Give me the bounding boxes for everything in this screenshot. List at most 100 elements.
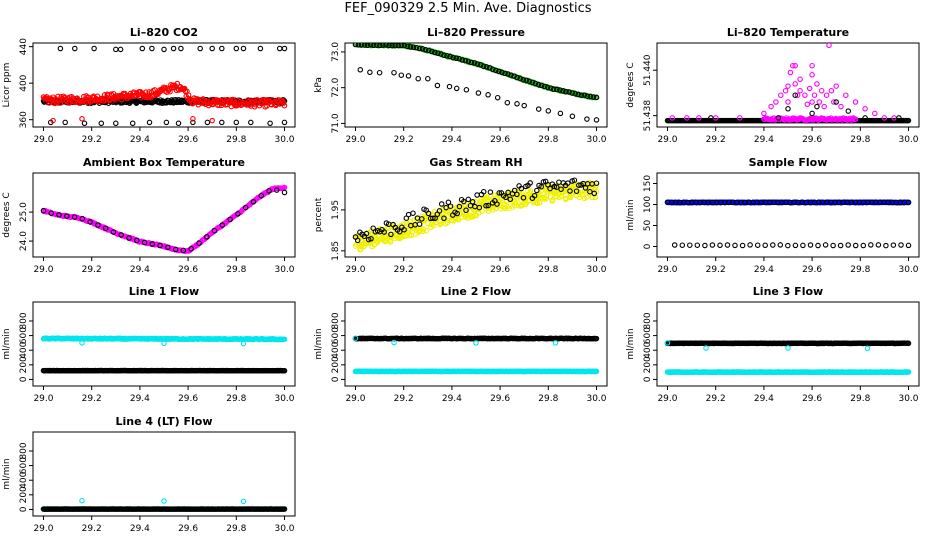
series-magenta: [40, 184, 288, 254]
data-point: [450, 55, 456, 61]
data-point: [679, 242, 686, 248]
x-axis: 29.0 29.2 29.4 29.6 29.8 30.0: [657, 257, 919, 275]
data-point: [422, 47, 429, 53]
x-tick-label: 29.6: [178, 394, 198, 404]
data-point: [485, 194, 491, 201]
data-point: [560, 88, 566, 94]
data-point: [785, 83, 791, 89]
data-point: [543, 195, 549, 202]
data-points: [352, 335, 600, 375]
data-point: [227, 216, 233, 223]
x-tick-label: 29.2: [82, 524, 102, 534]
data-point: [480, 188, 487, 195]
data-point: [190, 116, 196, 122]
data-point: [468, 59, 475, 66]
plot-frame: [656, 301, 920, 387]
x-tick-label: 29.2: [706, 265, 726, 275]
data-points: [40, 335, 288, 374]
data-point: [905, 369, 912, 375]
x-tick-label: 29.2: [82, 265, 102, 275]
data-points: [352, 43, 600, 123]
data-point: [240, 45, 247, 52]
series-black-low: [357, 67, 600, 123]
data-point: [72, 45, 78, 52]
x-tick-label: 29.2: [394, 135, 414, 145]
plot-frame: [32, 431, 296, 517]
plot-frame: [344, 42, 608, 128]
x-tick-label: 29.8: [226, 265, 246, 275]
data-point: [571, 177, 578, 183]
data-point: [219, 45, 225, 52]
series-black: [40, 187, 288, 254]
data-point: [558, 186, 564, 192]
data-point: [792, 62, 798, 69]
data-point: [584, 116, 590, 122]
data-point: [445, 199, 452, 206]
data-point: [79, 116, 85, 122]
data-point: [57, 45, 64, 52]
x-tick-label: 30.0: [274, 394, 294, 404]
data-point: [380, 43, 386, 48]
data-point: [499, 69, 505, 76]
plot-frame: [344, 301, 608, 387]
data-point: [209, 117, 215, 124]
data-point: [398, 43, 404, 48]
y-axis-label: kPa: [314, 77, 324, 93]
y-axis-label: ml/min: [2, 328, 12, 359]
data-point: [473, 340, 479, 346]
data-point: [113, 120, 119, 127]
data-point: [593, 117, 600, 123]
data-point: [477, 62, 484, 68]
data-point: [514, 191, 520, 198]
y-tick-label: 400: [19, 471, 29, 488]
data-point: [391, 69, 397, 76]
data-point: [281, 102, 288, 109]
data-point: [281, 506, 288, 512]
y-axis-label: degrees C: [2, 192, 12, 237]
series-cyan-high: [40, 335, 288, 343]
panel-title: Li–820 Pressure: [427, 26, 525, 39]
data-point: [494, 201, 500, 207]
data-point: [527, 180, 533, 186]
data-point: [534, 187, 540, 194]
data-point: [447, 203, 454, 209]
data-point: [822, 242, 829, 248]
data-point: [671, 242, 678, 248]
data-point: [204, 119, 211, 126]
data-point: [364, 43, 371, 49]
data-point: [487, 189, 494, 195]
y-tick-label: 440: [19, 38, 29, 55]
data-point: [419, 46, 426, 52]
x-tick-label: 29.8: [850, 394, 870, 404]
x-tick-label: 29.0: [33, 265, 53, 275]
x-tick-label: 29.4: [130, 265, 150, 275]
data-point: [358, 43, 365, 48]
x-tick-label: 29.2: [706, 394, 726, 404]
data-point: [117, 46, 124, 53]
data-point: [71, 214, 78, 220]
data-point: [190, 119, 196, 126]
data-point: [381, 229, 387, 235]
data-point: [797, 87, 803, 94]
data-point: [504, 99, 511, 106]
data-point: [523, 77, 530, 84]
data-point: [175, 120, 182, 127]
data-point: [56, 212, 62, 218]
y-tick-label: 800: [331, 312, 341, 329]
data-point: [591, 190, 598, 197]
data-points: [664, 43, 912, 124]
data-point: [830, 242, 836, 249]
y-tick-label: 400: [643, 341, 653, 358]
data-point: [416, 221, 423, 227]
data-point: [465, 196, 472, 203]
data-point: [48, 210, 55, 216]
x-tick-label: 29.4: [130, 394, 150, 404]
data-point: [754, 242, 761, 248]
data-point: [483, 64, 490, 70]
data-point: [420, 228, 426, 235]
data-point: [790, 62, 796, 69]
data-point: [593, 94, 600, 101]
series-black: [664, 340, 912, 347]
